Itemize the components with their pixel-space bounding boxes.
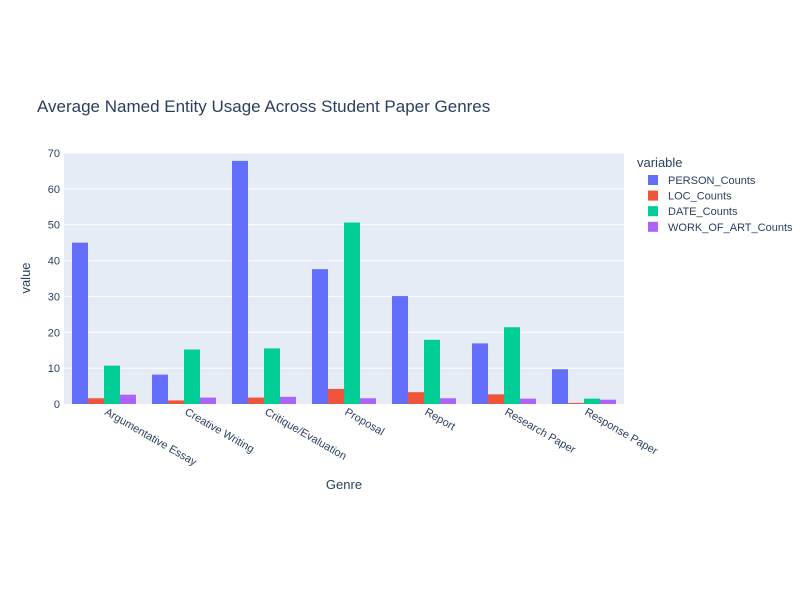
legend-item-label: PERSON_Counts bbox=[668, 175, 756, 187]
bar bbox=[184, 349, 200, 404]
bar bbox=[328, 388, 344, 404]
bar bbox=[568, 402, 584, 404]
x-tick-label: Research Paper bbox=[503, 406, 578, 456]
bar bbox=[264, 348, 280, 404]
bar bbox=[600, 399, 616, 404]
bar bbox=[520, 398, 536, 404]
y-tick-label: 0 bbox=[54, 399, 60, 411]
bars bbox=[72, 160, 616, 404]
y-tick-label: 10 bbox=[48, 363, 60, 375]
bar bbox=[152, 374, 168, 404]
bar bbox=[248, 397, 264, 404]
bar bbox=[584, 398, 600, 404]
bar bbox=[232, 160, 248, 404]
legend-swatch bbox=[648, 206, 658, 217]
legend-item-label: DATE_Counts bbox=[668, 206, 738, 218]
bar bbox=[488, 394, 504, 404]
bar bbox=[168, 400, 184, 404]
legend-swatch bbox=[648, 221, 658, 232]
x-axis-title: Genre bbox=[326, 477, 362, 492]
y-tick-label: 60 bbox=[48, 184, 60, 196]
bar bbox=[552, 369, 568, 404]
y-tick-label: 50 bbox=[48, 220, 60, 232]
chart-title: Average Named Entity Usage Across Studen… bbox=[37, 97, 490, 116]
bar bbox=[504, 327, 520, 404]
legend: variable PERSON_Counts LOC_Counts DATE_Cou… bbox=[637, 155, 793, 234]
x-tick-label: Creative Writing bbox=[183, 406, 257, 455]
bar bbox=[200, 397, 216, 404]
x-tick-label: Response Paper bbox=[583, 406, 660, 458]
legend-swatch bbox=[648, 175, 658, 185]
x-tick-label: Critique/Evaluation bbox=[263, 406, 349, 463]
bar bbox=[472, 343, 488, 404]
x-tick-label: Report bbox=[423, 406, 458, 433]
legend-title: variable bbox=[637, 155, 683, 170]
y-tick-label: 30 bbox=[48, 291, 60, 303]
y-axis-title: value bbox=[18, 262, 33, 293]
bar bbox=[120, 394, 136, 404]
bar bbox=[312, 269, 328, 404]
bar bbox=[360, 398, 376, 404]
bar bbox=[424, 339, 440, 404]
bar bbox=[344, 222, 360, 404]
bar bbox=[392, 296, 408, 404]
bar bbox=[72, 242, 88, 404]
legend-swatch bbox=[648, 190, 658, 201]
legend-item-label: WORK_OF_ART_Counts bbox=[668, 222, 793, 234]
x-tick-label: Proposal bbox=[343, 406, 387, 438]
bar bbox=[440, 398, 456, 404]
y-tick-labels: 0 10 20 30 40 50 60 70 bbox=[48, 148, 60, 411]
y-tick-label: 70 bbox=[48, 148, 60, 160]
y-tick-label: 40 bbox=[48, 256, 60, 268]
bar bbox=[88, 398, 104, 404]
legend-item-label: LOC_Counts bbox=[668, 191, 732, 203]
bar bbox=[280, 396, 296, 404]
bar bbox=[104, 365, 120, 404]
y-tick-label: 20 bbox=[48, 327, 60, 339]
bar bbox=[408, 392, 424, 404]
